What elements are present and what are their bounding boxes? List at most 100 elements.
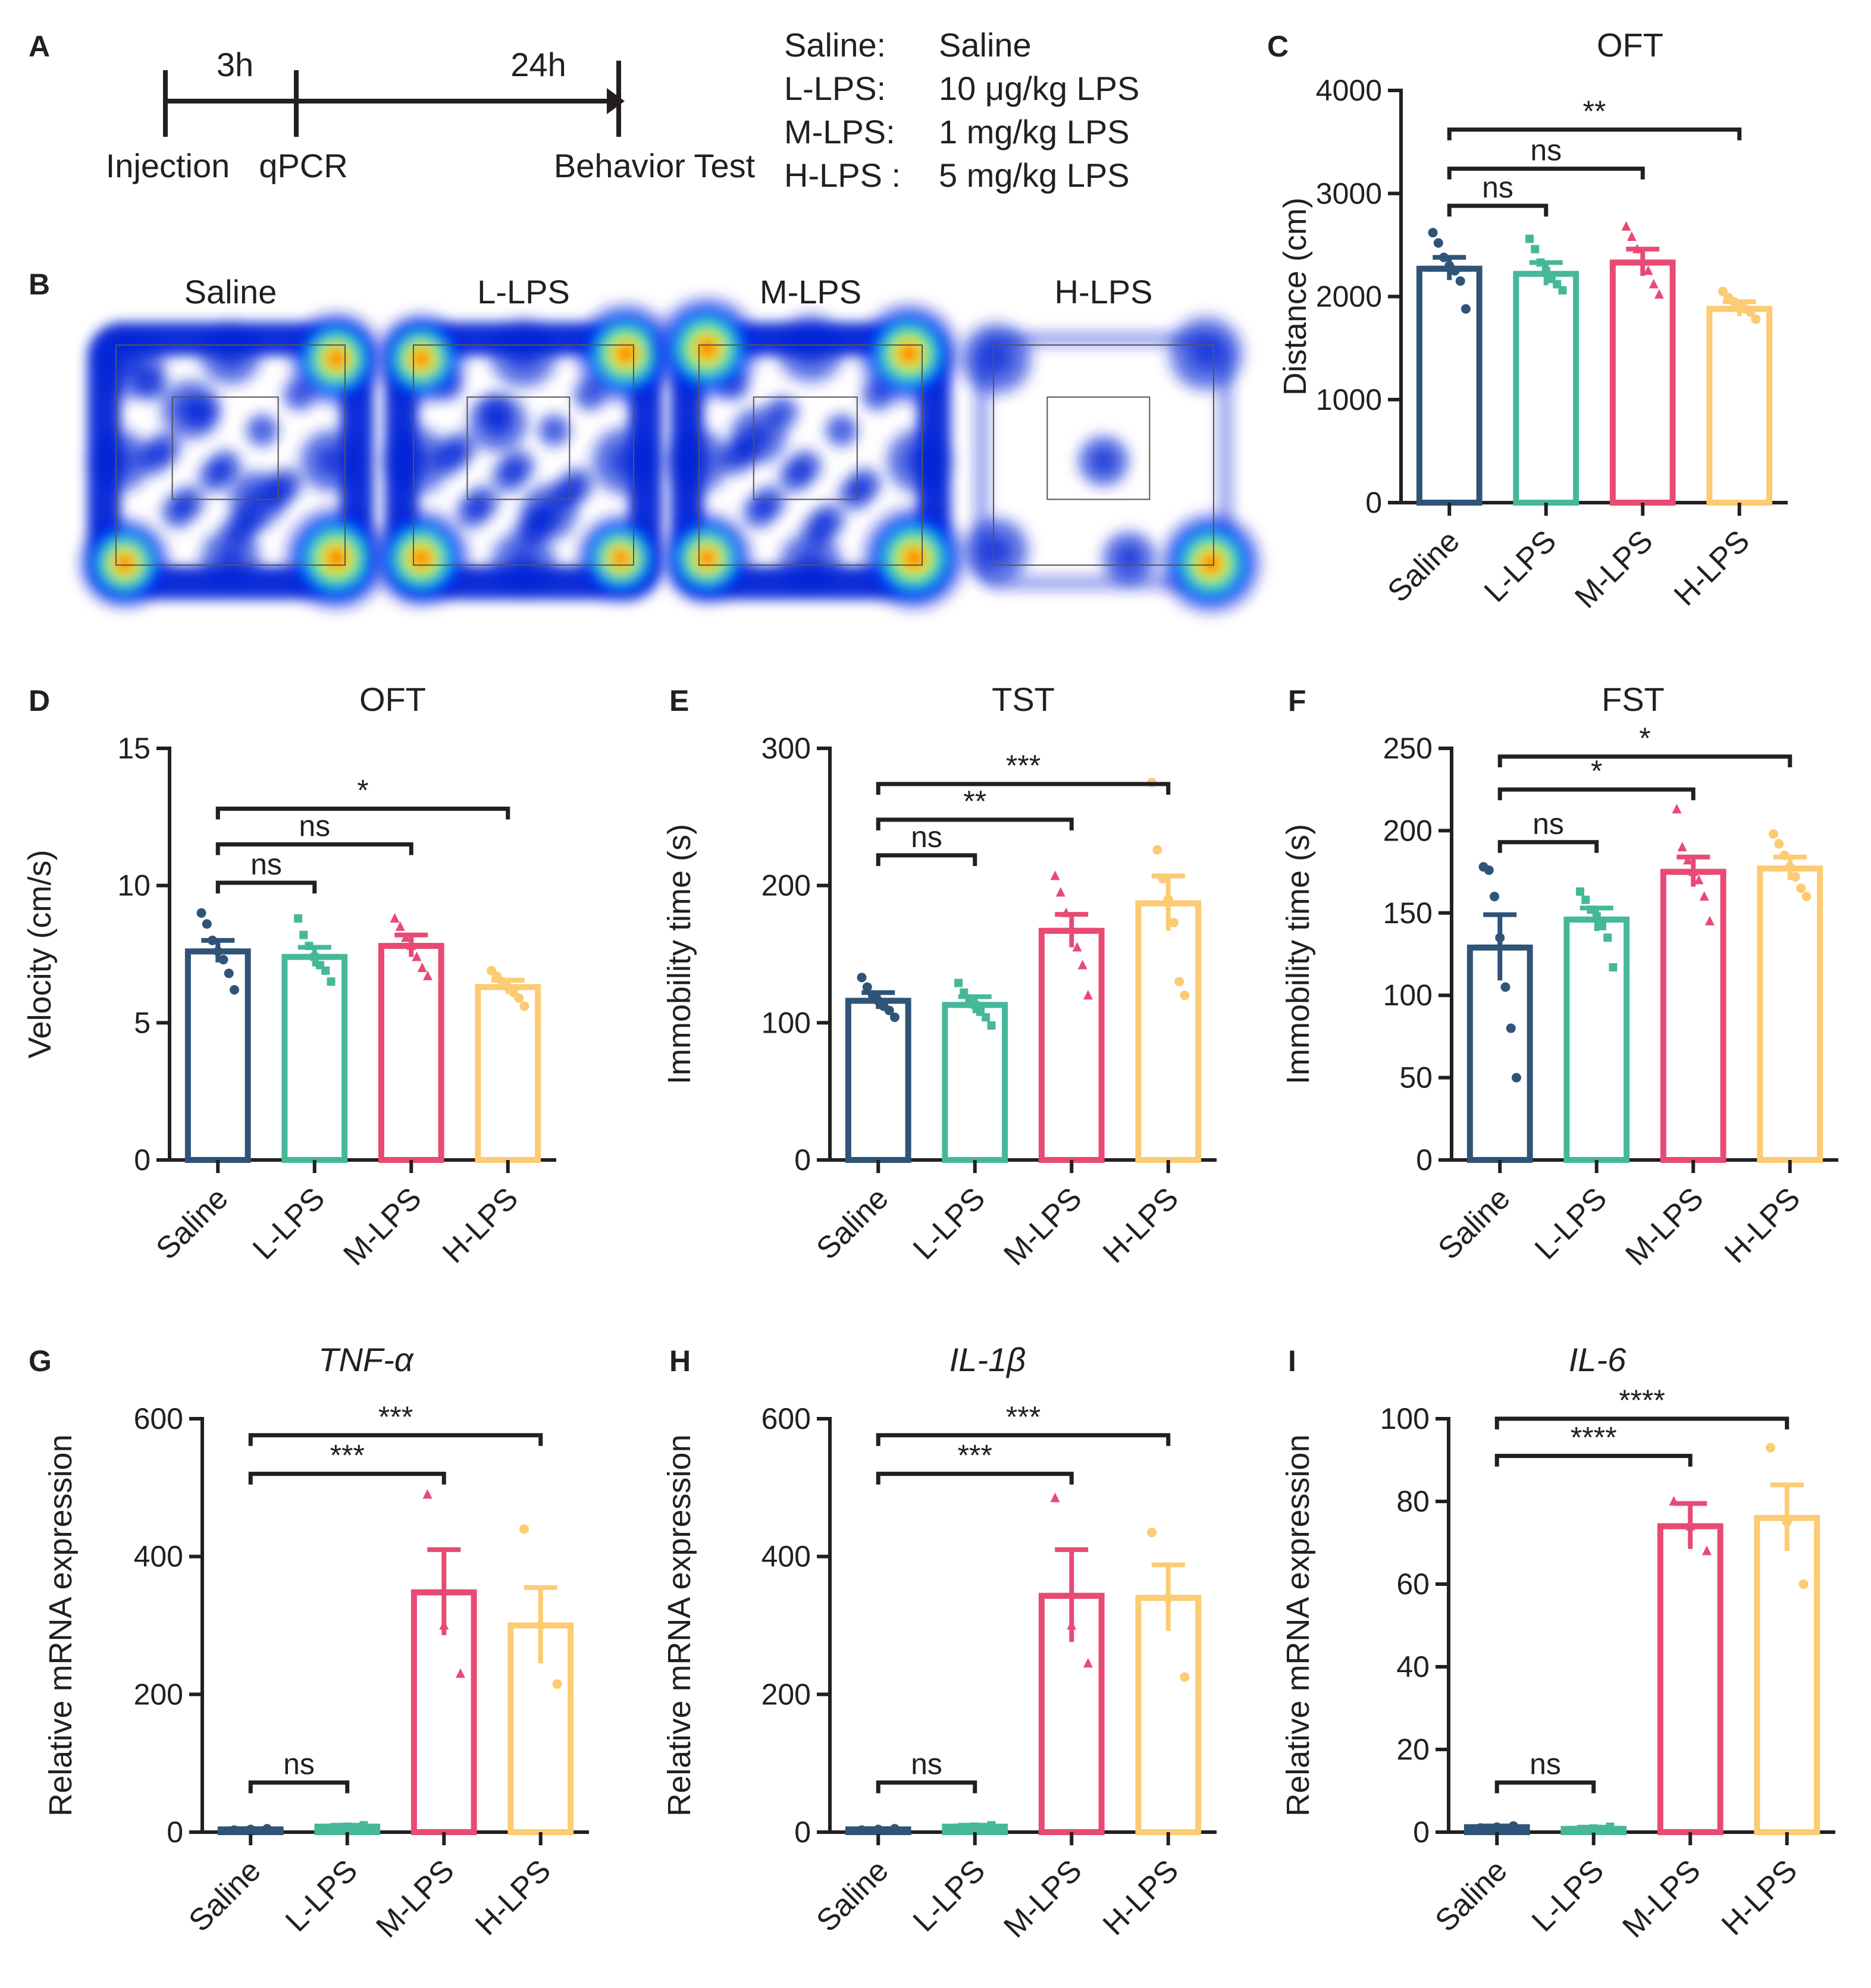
significance-bracket <box>215 842 413 855</box>
significance-label: **** <box>1571 1421 1617 1454</box>
heatmap-hotspot <box>954 316 1038 401</box>
significance-label: ns <box>1530 134 1562 167</box>
y-tick-label: 200 <box>761 1677 811 1711</box>
y-axis-label: Relative mRNA expression <box>43 1434 79 1816</box>
data-point <box>857 973 867 983</box>
bar-h-lps <box>1135 900 1202 1163</box>
data-point <box>1433 238 1443 248</box>
heatmap-density <box>954 310 1266 619</box>
data-point <box>552 1679 562 1689</box>
data-point <box>1492 1822 1502 1832</box>
data-point <box>208 935 218 945</box>
data-point <box>970 1822 979 1831</box>
heatmap-blob <box>834 474 875 515</box>
significance-bracket <box>1497 840 1599 853</box>
data-point <box>439 1620 449 1630</box>
data-point <box>229 984 239 995</box>
y-axis-label: Distance (cm) <box>1277 197 1313 396</box>
data-point <box>1782 1517 1792 1527</box>
y-tick-label: 50 <box>1399 1061 1433 1095</box>
dose-legend: Saline: Saline L-LPS: 10 μg/kg LPS M-LPS… <box>784 26 1139 194</box>
data-point <box>1180 990 1190 1001</box>
significance-bracket <box>1447 127 1742 140</box>
significance-bracket <box>1494 1416 1789 1429</box>
data-point <box>1701 1545 1712 1556</box>
panel-letter: H <box>669 1344 691 1378</box>
data-point <box>1779 850 1789 860</box>
data-point <box>359 1821 368 1830</box>
y-tick-label: 5 <box>134 1006 151 1039</box>
bar-h-lps <box>1135 1595 1202 1836</box>
interval-3h: 3h <box>217 46 253 83</box>
data-point <box>246 1824 256 1835</box>
panel-letter: C <box>1267 30 1289 63</box>
arena-outline <box>413 344 634 566</box>
data-point <box>1683 855 1693 865</box>
data-point <box>1450 266 1460 276</box>
y-tick-label: 200 <box>134 1677 183 1711</box>
chart-title: OFT <box>359 681 426 718</box>
data-point <box>1677 842 1687 852</box>
data-point <box>1606 1822 1615 1831</box>
bar-l-lps <box>1563 916 1630 1163</box>
significance-bracket <box>876 1472 1074 1485</box>
x-tick-label: Saline <box>150 1181 235 1266</box>
y-tick-label: 2000 <box>1316 280 1382 313</box>
heatmap-blob <box>534 410 575 451</box>
significance-bracket <box>876 782 1171 795</box>
heatmap-hotspot <box>155 374 226 446</box>
bar-saline <box>184 948 251 1164</box>
significance-bracket <box>1447 167 1645 180</box>
data-point <box>1511 1073 1521 1083</box>
data-point <box>1785 862 1795 872</box>
y-tick-label: 15 <box>117 732 151 765</box>
data-point <box>1638 256 1648 266</box>
data-point <box>1531 244 1540 253</box>
heatmap-blob <box>488 456 529 497</box>
legend-dose: 10 μg/kg LPS <box>939 70 1139 107</box>
data-point <box>1158 874 1168 884</box>
data-point <box>1589 1824 1598 1833</box>
significance-label: ns <box>911 1748 942 1781</box>
data-point <box>960 988 969 997</box>
heatmap-panel: B Saline L-LPS M-LPS H-LPS <box>29 268 1266 619</box>
data-point <box>1072 942 1082 952</box>
data-point <box>1174 977 1184 987</box>
x-tick-label: L-LPS <box>1478 523 1563 609</box>
data-point <box>1581 895 1590 904</box>
significance-label: ns <box>250 848 282 881</box>
data-point <box>417 962 427 973</box>
data-point <box>1790 871 1800 882</box>
y-tick-label: 100 <box>761 1006 811 1039</box>
x-tick-label: H-LPS <box>1668 523 1756 612</box>
y-tick-label: 0 <box>794 1815 811 1849</box>
heatmap-h-lps: H-LPS <box>954 273 1266 619</box>
significance-bracket <box>1494 1454 1693 1467</box>
chart-c-oft-distance: C OFT 0 1000 2000 3000 4000 Distance (cm) Saline… <box>1267 26 1788 615</box>
heatmap-hotspot <box>371 309 471 409</box>
panel-letter: E <box>669 684 689 717</box>
data-point <box>406 940 416 951</box>
data-point <box>1461 304 1471 314</box>
data-point <box>1055 887 1065 897</box>
x-tick-label: M-LPS <box>1619 1181 1710 1272</box>
x-tick-label: H-LPS <box>1718 1181 1807 1269</box>
significance-label: ns <box>911 820 942 854</box>
data-point <box>224 968 234 979</box>
legend-dose: 1 mg/kg LPS <box>939 113 1130 150</box>
data-point <box>862 982 872 992</box>
chart-h-il-1-beta: H IL-1β 0 200 400 600 Relative mRNA expression… <box>662 1341 1217 1945</box>
data-point <box>987 1821 996 1830</box>
heatmap-hotspot <box>571 299 681 409</box>
data-point <box>1669 1496 1679 1506</box>
y-tick-label: 0 <box>1413 1815 1430 1849</box>
data-point <box>1769 829 1779 839</box>
data-point <box>196 908 206 918</box>
chart-i-il-6: I IL-6 0 20 40 60 80 100 Relative mRNA expressio… <box>1280 1341 1835 1945</box>
y-tick-label: 600 <box>761 1402 811 1435</box>
significance-bracket <box>248 1472 446 1485</box>
data-point <box>954 979 963 987</box>
y-tick-label: 10 <box>117 869 151 902</box>
y-tick-label: 300 <box>761 732 811 765</box>
data-point <box>873 1824 883 1835</box>
